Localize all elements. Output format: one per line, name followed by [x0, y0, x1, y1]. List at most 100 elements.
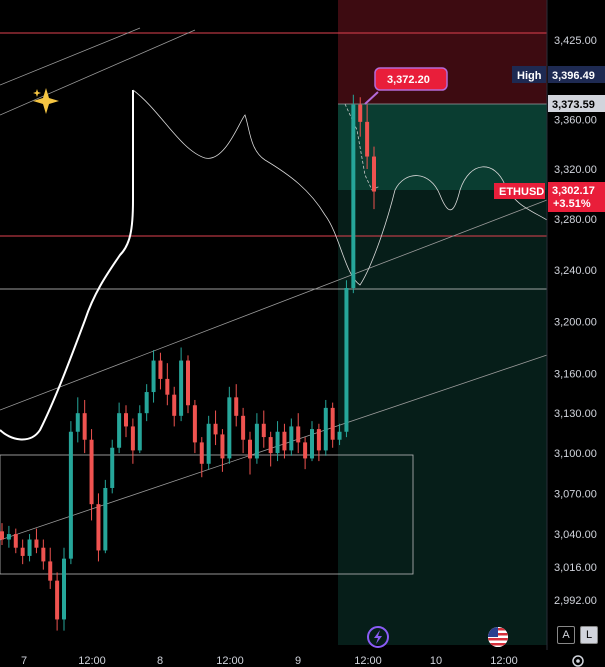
us-flag-icon[interactable] [488, 627, 508, 647]
candle-body [165, 378, 170, 395]
candle-body [316, 429, 321, 451]
candle-body [213, 423, 218, 435]
candle-body [282, 431, 287, 451]
candle-body [89, 439, 94, 505]
range-zone [338, 190, 547, 645]
last-price-tag: ETHUSD 3,302.17 +3.51% [494, 182, 605, 212]
candle-body [344, 288, 349, 432]
candle-body [323, 407, 328, 451]
callout-text: 3,372.20 [387, 74, 430, 86]
channel-top-left-2 [0, 27, 141, 86]
price-tick-label: 3,425.00 [554, 35, 597, 47]
candle-body [372, 156, 376, 192]
candle-body [0, 531, 4, 540]
candle-body [296, 426, 301, 443]
candle-body [158, 360, 163, 379]
candlestick-series [0, 94, 376, 631]
candle-body [117, 413, 122, 448]
time-tick-label: 10 [430, 655, 442, 667]
price-tick-label: 2,992.00 [554, 595, 597, 607]
candle-body [151, 360, 156, 393]
channel-top-left [0, 29, 196, 116]
last-price-value: 3,302.17 [552, 185, 595, 197]
position-zones [338, 0, 547, 645]
time-tick-label: 7 [21, 655, 27, 667]
last-price-symbol: ETHUSD [499, 186, 544, 198]
price-tick-label: 3,130.00 [554, 408, 597, 420]
candle-body [192, 405, 197, 443]
candle-body [275, 431, 280, 454]
demand-box [0, 454, 414, 575]
candle-body [227, 397, 232, 459]
candle-body [103, 487, 108, 551]
candle-body [186, 360, 190, 406]
candle-body [41, 547, 46, 562]
candle-body [130, 426, 135, 451]
position-tag-value: 3,373.59 [552, 99, 595, 111]
price-tick-label: 3,100.00 [554, 448, 597, 460]
time-tick-label: 8 [157, 655, 163, 667]
flash-icon[interactable] [367, 626, 389, 648]
candle-body [48, 561, 53, 581]
price-tick-label: 3,070.00 [554, 488, 597, 500]
candle-body [303, 442, 308, 459]
candle-body [365, 121, 370, 157]
candle-body [220, 434, 225, 459]
price-tick-label: 3,280.00 [554, 214, 597, 226]
candle-body [351, 104, 356, 289]
candle-body [241, 415, 246, 440]
high-tag-value: 3,396.49 [552, 70, 595, 82]
time-axis[interactable]: 7 12:00 8 12:00 9 12:00 10 12:00 [0, 650, 547, 667]
candle-body [179, 360, 184, 416]
candle-body [234, 397, 239, 416]
auto-scale-button[interactable]: A [557, 626, 575, 644]
candle-body [310, 429, 314, 459]
time-tick-label: 12:00 [216, 655, 244, 667]
candle-body [261, 423, 266, 438]
candle-body [289, 426, 294, 451]
candle-body [172, 394, 177, 416]
candle-body [82, 413, 87, 440]
candle-body [137, 413, 142, 451]
price-tick-label: 3,040.00 [554, 529, 597, 541]
candle-body [330, 407, 335, 440]
high-tag-label: High [517, 70, 542, 82]
candle-body [110, 447, 115, 488]
drawn-path-white [0, 90, 134, 441]
candle-body [337, 431, 342, 440]
price-tick-label: 3,160.00 [554, 369, 597, 381]
candle-body [96, 504, 101, 551]
price-tick-label: 3,240.00 [554, 265, 597, 277]
candle-body [124, 413, 128, 427]
log-scale-button[interactable]: L [580, 626, 598, 644]
candle-body [68, 431, 73, 559]
candle-body [6, 534, 11, 540]
price-tick-label: 3,016.00 [554, 562, 597, 574]
drawn-path-thin [132, 89, 548, 286]
price-callout: 3,372.20 [364, 67, 448, 105]
last-price-change: +3.51% [553, 198, 591, 210]
time-tick-label: 12:00 [354, 655, 382, 667]
candle-body [268, 437, 273, 454]
gear-icon[interactable] [572, 655, 584, 667]
position-tag: 3,373.59 [548, 95, 605, 112]
profit-zone [338, 104, 547, 190]
candle-body [358, 104, 363, 122]
candle-body [75, 413, 80, 432]
candle-body [62, 558, 66, 620]
candle-body [13, 534, 18, 548]
candle-body [27, 539, 32, 556]
channel-upper [0, 199, 548, 411]
high-tag: High 3,396.49 [512, 66, 605, 83]
candle-body [248, 439, 252, 459]
time-axis-background [0, 650, 547, 667]
candle-body [199, 442, 204, 464]
price-tick-label: 3,360.00 [554, 114, 597, 126]
price-tick-label: 3,200.00 [554, 317, 597, 329]
time-tick-label: 12:00 [490, 655, 518, 667]
time-tick-label: 9 [295, 655, 301, 667]
sparkle-icon [33, 88, 59, 114]
candle-body [34, 539, 39, 548]
candle-body [144, 392, 149, 414]
